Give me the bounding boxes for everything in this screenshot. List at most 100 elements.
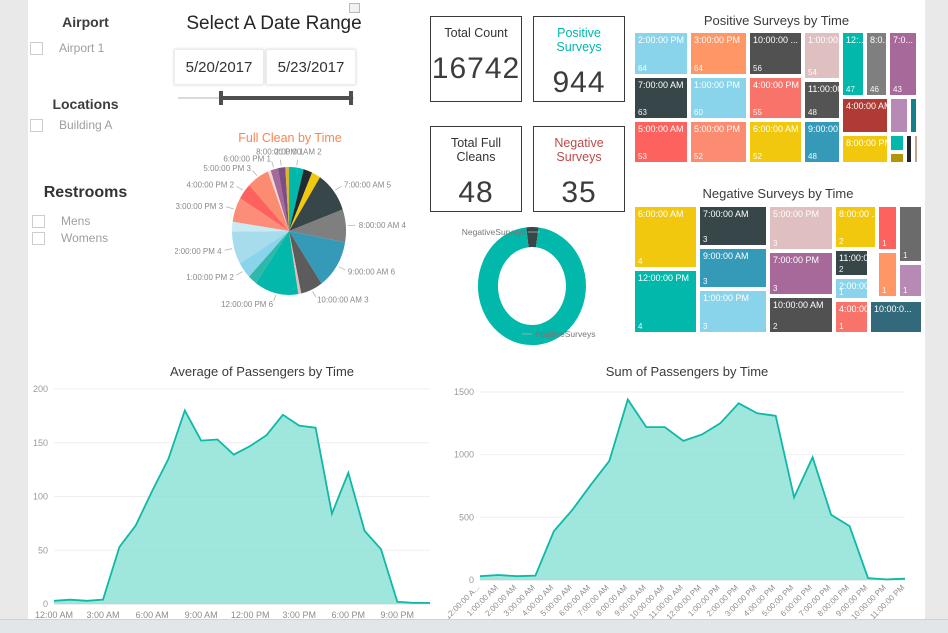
treemap-cell-label: 11:00:00...: [805, 82, 839, 94]
x-tick-label: 3:00 AM: [86, 610, 119, 619]
treemap-cell[interactable]: [890, 135, 904, 151]
treemap-cell-value: 4: [638, 257, 642, 266]
treemap-cell-value: 2: [839, 237, 843, 246]
focus-mode-icon[interactable]: [349, 3, 360, 13]
treemap-cell[interactable]: 10:00:0...: [870, 301, 922, 333]
treemap-cell-value: 64: [638, 64, 647, 73]
treemap-cell-value: 3: [703, 277, 707, 286]
start-date-input[interactable]: 5/20/2017: [174, 49, 264, 85]
pie-slice-label: 5:00:00 PM 3: [203, 164, 251, 173]
area-series[interactable]: [480, 400, 905, 581]
checkbox-label: Mens: [61, 214, 90, 228]
treemap-cell[interactable]: 1: [899, 264, 922, 297]
treemap-cell[interactable]: [910, 98, 917, 133]
treemap-cell-value: 60: [694, 108, 703, 117]
treemap-cell-label: 7:00:00 AM: [700, 207, 766, 219]
treemap-cell-value: 3: [703, 322, 707, 331]
sidebar-item-building-a[interactable]: Building A: [30, 118, 112, 132]
restrooms-filter-title: Restrooms: [33, 184, 138, 202]
end-date-input[interactable]: 5/23/2017: [266, 49, 356, 85]
date-slider-handle-end[interactable]: [349, 91, 353, 105]
checkbox-icon[interactable]: [32, 232, 45, 245]
sidebar-item-womens[interactable]: Womens: [32, 231, 108, 245]
donut-segment[interactable]: [488, 237, 576, 335]
treemap-cell[interactable]: 8:00:00 PM: [842, 135, 888, 163]
kpi-value: 944: [534, 66, 624, 100]
sidebar-item-airport-1[interactable]: Airport 1: [30, 41, 104, 55]
treemap-cell-label: 5:00:00 PM: [770, 207, 832, 219]
dashboard-canvas: Airport Airport 1 Locations Building A R…: [28, 0, 925, 619]
treemap-cell[interactable]: 1:00:00 ...54: [804, 32, 840, 79]
y-tick-label: 0: [43, 599, 48, 609]
checkbox-icon[interactable]: [30, 42, 43, 55]
treemap-cell[interactable]: 11:00:0...2: [835, 250, 868, 276]
checkbox-icon[interactable]: [30, 119, 43, 132]
treemap-cell[interactable]: 2:00:00...1: [835, 278, 868, 299]
treemap-cell[interactable]: 12:...47: [842, 32, 864, 96]
treemap-cell-value: 3: [773, 284, 777, 293]
avg-passengers-title: Average of Passengers by Time: [82, 364, 442, 379]
treemap-cell[interactable]: 4:00:00...1: [835, 301, 868, 333]
treemap-cell[interactable]: 1: [899, 206, 922, 262]
treemap-cell-label: 7:0...: [890, 33, 916, 45]
treemap-cell-value: 55: [753, 108, 762, 117]
treemap-cell[interactable]: [914, 135, 918, 163]
treemap-cell[interactable]: 10:00:00 ...56: [749, 32, 802, 75]
treemap-cell-value: 2: [773, 322, 777, 331]
y-tick-label: 200: [33, 384, 48, 394]
pie-slice-label: 2:00:00 PM 4: [175, 247, 222, 256]
pie-slice-label: 7:00:00 AM 5: [344, 180, 392, 189]
treemap-cell-label: 3:00:00 PM: [691, 33, 746, 45]
sidebar-item-mens[interactable]: Mens: [32, 214, 90, 228]
treemap-cell-value: 48: [808, 152, 817, 161]
treemap-cell-label: 12:...: [843, 33, 863, 45]
treemap-cell[interactable]: [890, 153, 904, 163]
x-tick-label: 6:00 AM: [136, 610, 169, 619]
treemap-cell[interactable]: [906, 135, 912, 163]
treemap-cell[interactable]: 7:0...43: [889, 32, 917, 96]
full-clean-pie-chart[interactable]: 2:00:00 AM 27:00:00 AM 58:00:00 AM 49:00…: [175, 130, 435, 325]
treemap-cell-value: 1: [839, 288, 843, 297]
treemap-cell-value: 48: [808, 108, 817, 117]
checkbox-label: Airport 1: [59, 41, 104, 55]
treemap-cell[interactable]: 9:00:00 ...48: [804, 121, 840, 163]
treemap-cell-label: 12:00:00 PM: [635, 271, 696, 283]
pie-slice-label: 12:00:00 PM 6: [221, 300, 274, 309]
treemap-cell[interactable]: 8:00:00 ...2: [835, 206, 876, 248]
treemap-cell[interactable]: 1: [878, 252, 897, 297]
treemap-cell-label: 10:00:0...: [871, 302, 921, 314]
treemap-cell[interactable]: 4:00:00 AM: [842, 98, 888, 133]
pie-label-line: [236, 186, 242, 190]
treemap-cell-value: 52: [753, 152, 762, 161]
pie-label-line: [280, 160, 281, 166]
treemap-cell[interactable]: 1: [878, 206, 897, 250]
treemap-cell[interactable]: 8:0...46: [866, 32, 887, 96]
date-slider-handle-start[interactable]: [219, 91, 223, 105]
treemap-cell[interactable]: [890, 98, 908, 133]
negative-treemap-title: Negative Surveys by Time: [634, 186, 922, 201]
kpi-title: Positive Surveys: [534, 26, 624, 54]
treemap-cell[interactable]: 11:00:00... 48: [804, 81, 840, 119]
checkbox-icon[interactable]: [32, 215, 45, 228]
kpi-card-total-full-cleans: Total Full Cleans 48: [430, 126, 522, 212]
